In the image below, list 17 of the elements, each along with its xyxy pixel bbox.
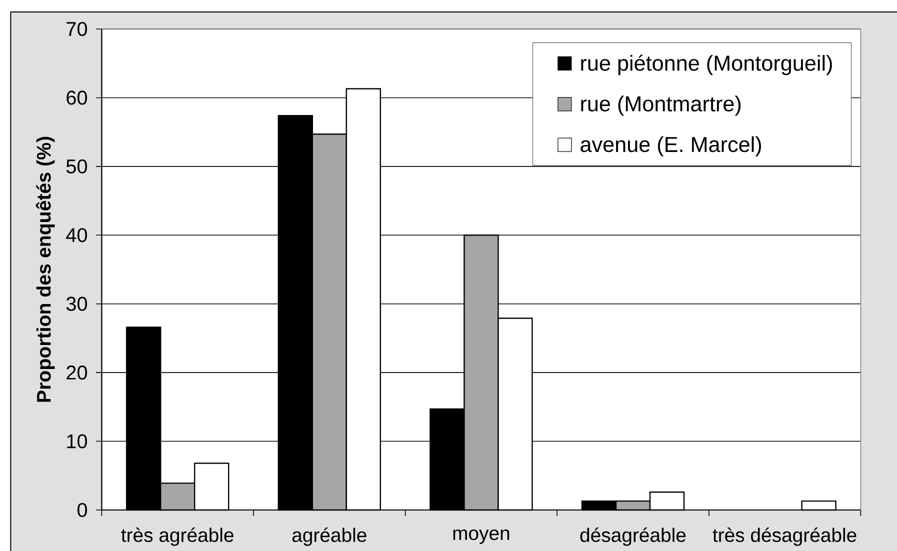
y-tick-label: 0: [78, 502, 88, 518]
x-tick-label: agréable: [292, 528, 366, 546]
y-axis-title: Proportion des enquêtés (%): [36, 136, 55, 402]
x-tick-label: moyen: [453, 529, 510, 544]
legend-label: rue (Montmartre): [581, 96, 741, 116]
legend-label: rue piétonne (Montorgueil): [581, 54, 832, 76]
x-tick-label: très agréable: [121, 528, 234, 546]
y-tick-label: 10: [67, 434, 88, 448]
y-tick-label: 40: [66, 228, 88, 242]
x-tick-label: désagréable: [580, 528, 686, 546]
y-tick-label: 30: [66, 296, 88, 311]
legend-label: avenue (E. Marcel): [580, 136, 761, 156]
y-tick-label: 20: [66, 366, 88, 380]
x-tick-label: très désagréable: [712, 528, 856, 546]
y-tick-label: 60: [66, 90, 88, 105]
y-tick-label: 70: [66, 22, 88, 36]
y-tick-label: 50: [66, 159, 88, 174]
